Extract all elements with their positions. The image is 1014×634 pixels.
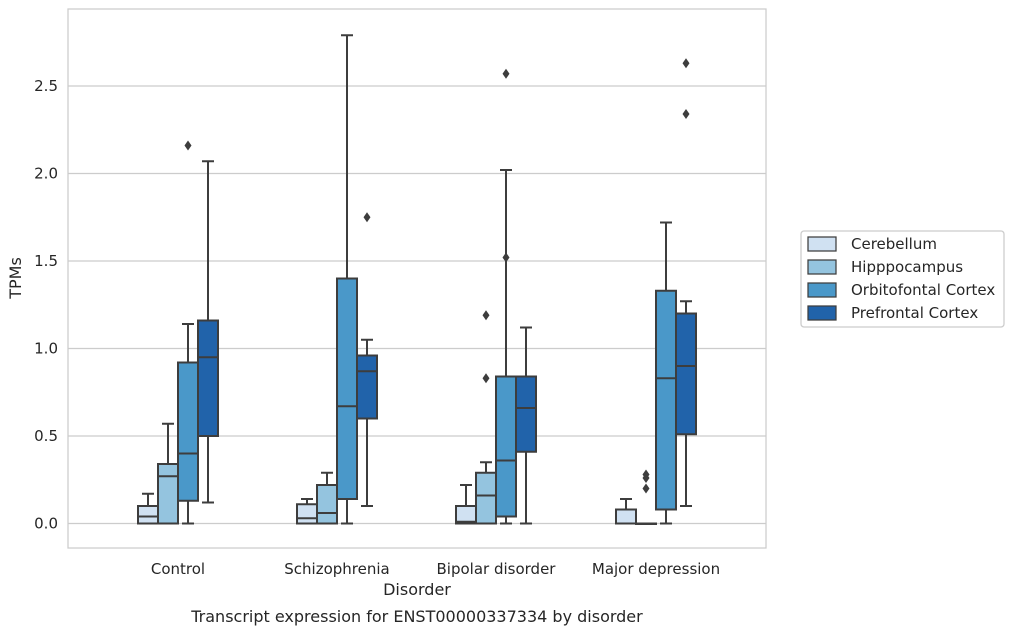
box-body (316, 484, 338, 525)
legend-frame (800, 230, 1005, 328)
y-tick-label: 0.5 (34, 427, 58, 445)
chart-caption: Transcript expression for ENST0000033733… (190, 607, 643, 626)
outlier-point (502, 68, 510, 79)
legend-label: Orbitofontal Cortex (851, 281, 995, 299)
legend-swatch (807, 259, 837, 275)
outlier-point (682, 109, 690, 119)
box-2-3 (515, 326, 537, 525)
x-tick-label: Bipolar disorder (437, 560, 557, 578)
legend-swatch (807, 305, 837, 321)
legend: Cerebellum Hipppocampus Orbitofontal Corte… (800, 230, 1005, 328)
box-2-2 (495, 68, 517, 525)
box-body (515, 375, 537, 453)
y-tick-label: 1.0 (34, 340, 58, 358)
y-tick-label: 2.0 (34, 165, 58, 183)
outlier-point (482, 373, 490, 384)
legend-label: Prefrontal Cortex (851, 304, 978, 322)
box-body (336, 277, 358, 500)
box-3-0 (615, 498, 637, 525)
box-body (475, 471, 497, 525)
legend-label: Hipppocampus (851, 258, 963, 276)
x-tick-labels: Control Schizophrenia Bipolar disorder Majo… (151, 560, 720, 578)
x-tick-label: Control (151, 560, 205, 578)
box-body (615, 508, 637, 525)
y-tick-label: 0.0 (34, 515, 58, 533)
box-0-1 (157, 422, 179, 525)
box-body (137, 505, 159, 525)
outlier-point (642, 469, 650, 480)
y-axis-title: TPMs (6, 257, 25, 300)
box-1-0 (296, 498, 318, 525)
y-tick-label: 1.5 (34, 252, 58, 270)
box-0-2 (177, 140, 199, 525)
box-1-3 (356, 212, 378, 507)
outlier-point (363, 212, 371, 223)
box-body (356, 354, 378, 420)
outlier-point (502, 252, 510, 263)
box-2-0 (455, 484, 477, 525)
y-tick-label: 2.5 (34, 77, 58, 95)
box-body (296, 503, 318, 525)
box-body (157, 463, 179, 525)
box-body (495, 375, 517, 518)
box-2-1 (475, 310, 497, 525)
box-1-2 (336, 34, 358, 525)
box-3-1 (635, 469, 657, 525)
outlier-point (184, 140, 192, 151)
outlier-point (482, 310, 490, 321)
legend-swatch (807, 282, 837, 298)
outlier-point (642, 483, 650, 494)
box-3-3 (675, 58, 697, 507)
box-body (177, 361, 199, 502)
box-body (655, 289, 677, 511)
plot-frame (67, 8, 767, 549)
outlier-point (682, 58, 690, 69)
y-tick-labels: 0.0 0.5 1.0 1.5 2.0 2.5 (34, 77, 58, 533)
x-axis-title: Disorder (383, 580, 451, 599)
box-0-0 (137, 492, 159, 525)
legend-swatch (807, 236, 837, 252)
box-body (197, 319, 219, 437)
box-0-3 (197, 160, 219, 504)
x-tick-label: Major depression (592, 560, 720, 578)
boxes-layer (137, 34, 697, 525)
box-3-2 (655, 221, 677, 525)
box-1-1 (316, 471, 338, 525)
x-tick-label: Schizophrenia (284, 560, 389, 578)
box-body (675, 312, 697, 436)
legend-label: Cerebellum (851, 235, 937, 253)
